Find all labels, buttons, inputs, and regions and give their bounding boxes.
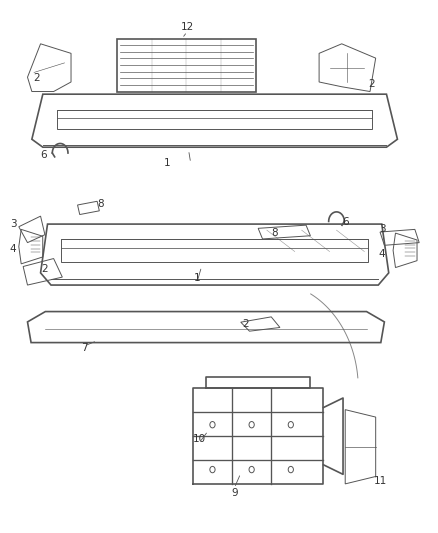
- Text: 2: 2: [242, 319, 248, 329]
- Bar: [61, 239, 368, 262]
- Text: 8: 8: [97, 199, 104, 209]
- Text: 8: 8: [272, 228, 278, 238]
- Text: 6: 6: [40, 150, 47, 160]
- Text: 1: 1: [194, 273, 201, 283]
- Bar: [117, 38, 256, 92]
- Text: 3: 3: [379, 224, 385, 234]
- Text: 2: 2: [368, 78, 374, 88]
- Text: 9: 9: [231, 488, 237, 498]
- Text: 2: 2: [33, 73, 39, 83]
- Text: 10: 10: [193, 434, 206, 444]
- Text: 3: 3: [10, 219, 17, 229]
- Text: 6: 6: [342, 217, 349, 228]
- Bar: [57, 110, 372, 128]
- Text: 4: 4: [379, 249, 385, 259]
- Text: 12: 12: [180, 22, 194, 32]
- Text: 4: 4: [9, 244, 16, 254]
- Text: 2: 2: [42, 264, 48, 274]
- Text: 7: 7: [81, 343, 88, 353]
- Text: 11: 11: [374, 477, 388, 486]
- Text: 1: 1: [163, 158, 170, 168]
